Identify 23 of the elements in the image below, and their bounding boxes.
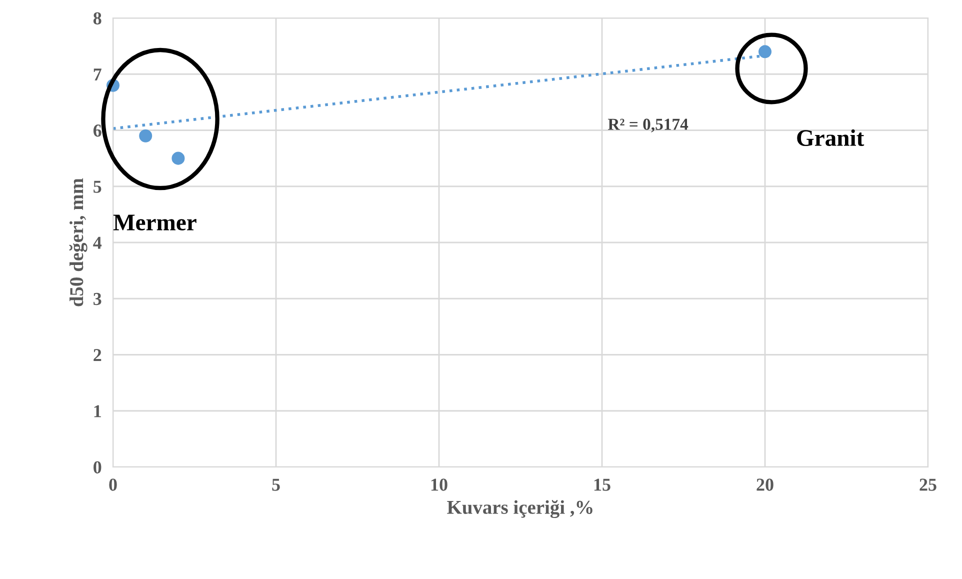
x-tick-label: 10 — [431, 478, 448, 491]
point — [172, 152, 185, 165]
y-tick-label: 6 — [93, 124, 102, 137]
y-axis-title: d50 değeri, mm — [69, 178, 88, 306]
y-tick-label: 2 — [94, 349, 102, 362]
x-tick-label: 0 — [109, 478, 117, 491]
point — [139, 129, 152, 142]
annotation: R² = 0,5174 — [608, 118, 688, 132]
y-tick-label: 5 — [94, 180, 102, 193]
y-tick-label: 8 — [93, 12, 102, 24]
x-tick-label: 25 — [920, 478, 936, 491]
y-tick-label: 3 — [94, 292, 102, 306]
y-tick-label: 1 — [94, 405, 101, 418]
annotation: Granit — [797, 129, 864, 146]
annotation: Mermer — [113, 214, 196, 230]
y-tick-label: 0 — [94, 461, 102, 474]
x-tick-label: 20 — [756, 478, 774, 491]
y-tick-label: 7 — [94, 68, 102, 80]
y-tick-label: 4 — [93, 236, 102, 249]
x-tick-label: 5 — [272, 478, 280, 491]
point — [758, 45, 772, 58]
x-axis-title: Kuvars içeriği ,% — [447, 500, 592, 518]
x-tick-label: 15 — [594, 478, 610, 491]
